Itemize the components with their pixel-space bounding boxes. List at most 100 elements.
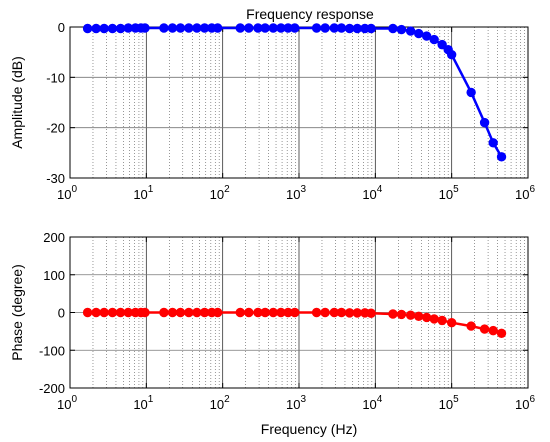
x-tick-base: 10 <box>362 397 376 412</box>
data-point <box>421 31 432 41</box>
data-point <box>421 312 432 323</box>
data-point <box>115 307 126 318</box>
y-tick-label: 0 <box>58 306 65 321</box>
x-tick-exponent: 4 <box>377 394 383 405</box>
data-point <box>140 23 150 33</box>
data-point <box>184 23 194 33</box>
chart-panel-2: 100 101 102 103 104 105 1062001000-100-200Freq… <box>9 230 535 437</box>
data-point <box>479 117 490 128</box>
x-tick-exponent: 5 <box>453 394 459 405</box>
y-tick-label: -200 <box>39 381 65 396</box>
y-tick-label: 200 <box>43 230 65 245</box>
y-tick-label: -10 <box>46 70 65 85</box>
data-point <box>244 307 254 318</box>
data-point <box>366 23 376 34</box>
x-tick-base: 10 <box>57 397 71 412</box>
data-point <box>212 23 223 33</box>
x-tick-label: 106 <box>515 184 535 202</box>
data-point <box>91 23 101 34</box>
data-point <box>466 87 476 98</box>
y-tick-label: 100 <box>43 268 65 283</box>
data-point <box>184 307 194 318</box>
x-tick-label: 102 <box>210 184 230 202</box>
data-point <box>344 308 355 318</box>
x-tick-exponent: 3 <box>300 394 306 405</box>
data-point <box>320 307 330 318</box>
x-tick-base: 10 <box>515 397 529 412</box>
x-tick-exponent: 2 <box>224 394 230 405</box>
x-tick-label: 101 <box>133 184 153 202</box>
data-point <box>212 307 223 318</box>
x-tick-exponent: 0 <box>71 184 77 195</box>
data-point <box>336 307 347 318</box>
data-point <box>99 23 109 34</box>
y-tick-label: -30 <box>46 171 65 186</box>
x-tick-exponent: 5 <box>453 184 459 195</box>
y-axis-label: Amplitude (dB) <box>9 56 25 149</box>
x-tick-label: 100 <box>57 184 77 202</box>
data-point <box>91 307 101 318</box>
data-point <box>107 307 118 318</box>
x-tick-exponent: 4 <box>377 184 383 195</box>
x-tick-exponent: 6 <box>529 184 535 195</box>
data-point <box>140 307 150 318</box>
data-point <box>320 23 330 33</box>
chart-panel-1: 100 101 102 103 104 105 1060-10-20-30Frequency… <box>9 6 535 202</box>
x-axis-label: Frequency (Hz) <box>261 421 357 437</box>
data-point <box>235 23 245 33</box>
data-point <box>159 307 169 318</box>
x-tick-exponent: 1 <box>148 184 154 195</box>
data-point <box>466 321 476 331</box>
x-tick-exponent: 1 <box>148 394 154 405</box>
data-point <box>82 23 93 34</box>
data-point <box>260 307 270 318</box>
data-point <box>99 307 109 318</box>
chart-title: Frequency response <box>246 6 374 22</box>
y-tick-label: -100 <box>39 343 65 358</box>
x-tick-label: 100 <box>57 394 77 412</box>
data-point <box>388 309 398 319</box>
data-point <box>496 152 507 162</box>
x-tick-base: 10 <box>133 397 147 412</box>
x-tick-exponent: 3 <box>300 184 306 195</box>
data-point <box>388 23 398 34</box>
x-tick-label: 101 <box>133 394 153 412</box>
data-point <box>290 23 300 33</box>
data-point <box>115 23 126 34</box>
data-point <box>437 315 447 326</box>
x-tick-base: 10 <box>439 187 453 202</box>
data-point <box>167 307 178 318</box>
data-point <box>429 34 439 45</box>
x-tick-base: 10 <box>286 187 300 202</box>
data-point <box>446 49 457 60</box>
y-axis-label: Phase (degree) <box>9 264 25 361</box>
x-tick-label: 103 <box>286 394 306 412</box>
data-point <box>396 24 407 35</box>
data-point <box>311 23 322 33</box>
data-point <box>396 309 407 320</box>
x-tick-base: 10 <box>133 187 147 202</box>
x-tick-label: 103 <box>286 184 306 202</box>
data-point <box>192 307 202 318</box>
data-point <box>268 23 278 33</box>
x-tick-base: 10 <box>57 187 71 202</box>
x-tick-base: 10 <box>515 187 529 202</box>
x-tick-label: 104 <box>362 184 382 202</box>
data-point <box>82 307 93 318</box>
x-tick-base: 10 <box>362 187 376 202</box>
data-point <box>175 307 186 318</box>
data-point <box>290 307 300 318</box>
data-point <box>175 23 186 33</box>
data-point <box>446 317 457 328</box>
data-point <box>159 23 169 33</box>
x-tick-base: 10 <box>210 397 224 412</box>
x-tick-label: 106 <box>515 394 535 412</box>
y-tick-label: -20 <box>46 121 65 136</box>
x-tick-label: 104 <box>362 394 382 412</box>
data-point <box>244 23 254 33</box>
data-point <box>192 23 202 33</box>
data-point <box>107 23 118 34</box>
x-tick-exponent: 0 <box>71 394 77 405</box>
